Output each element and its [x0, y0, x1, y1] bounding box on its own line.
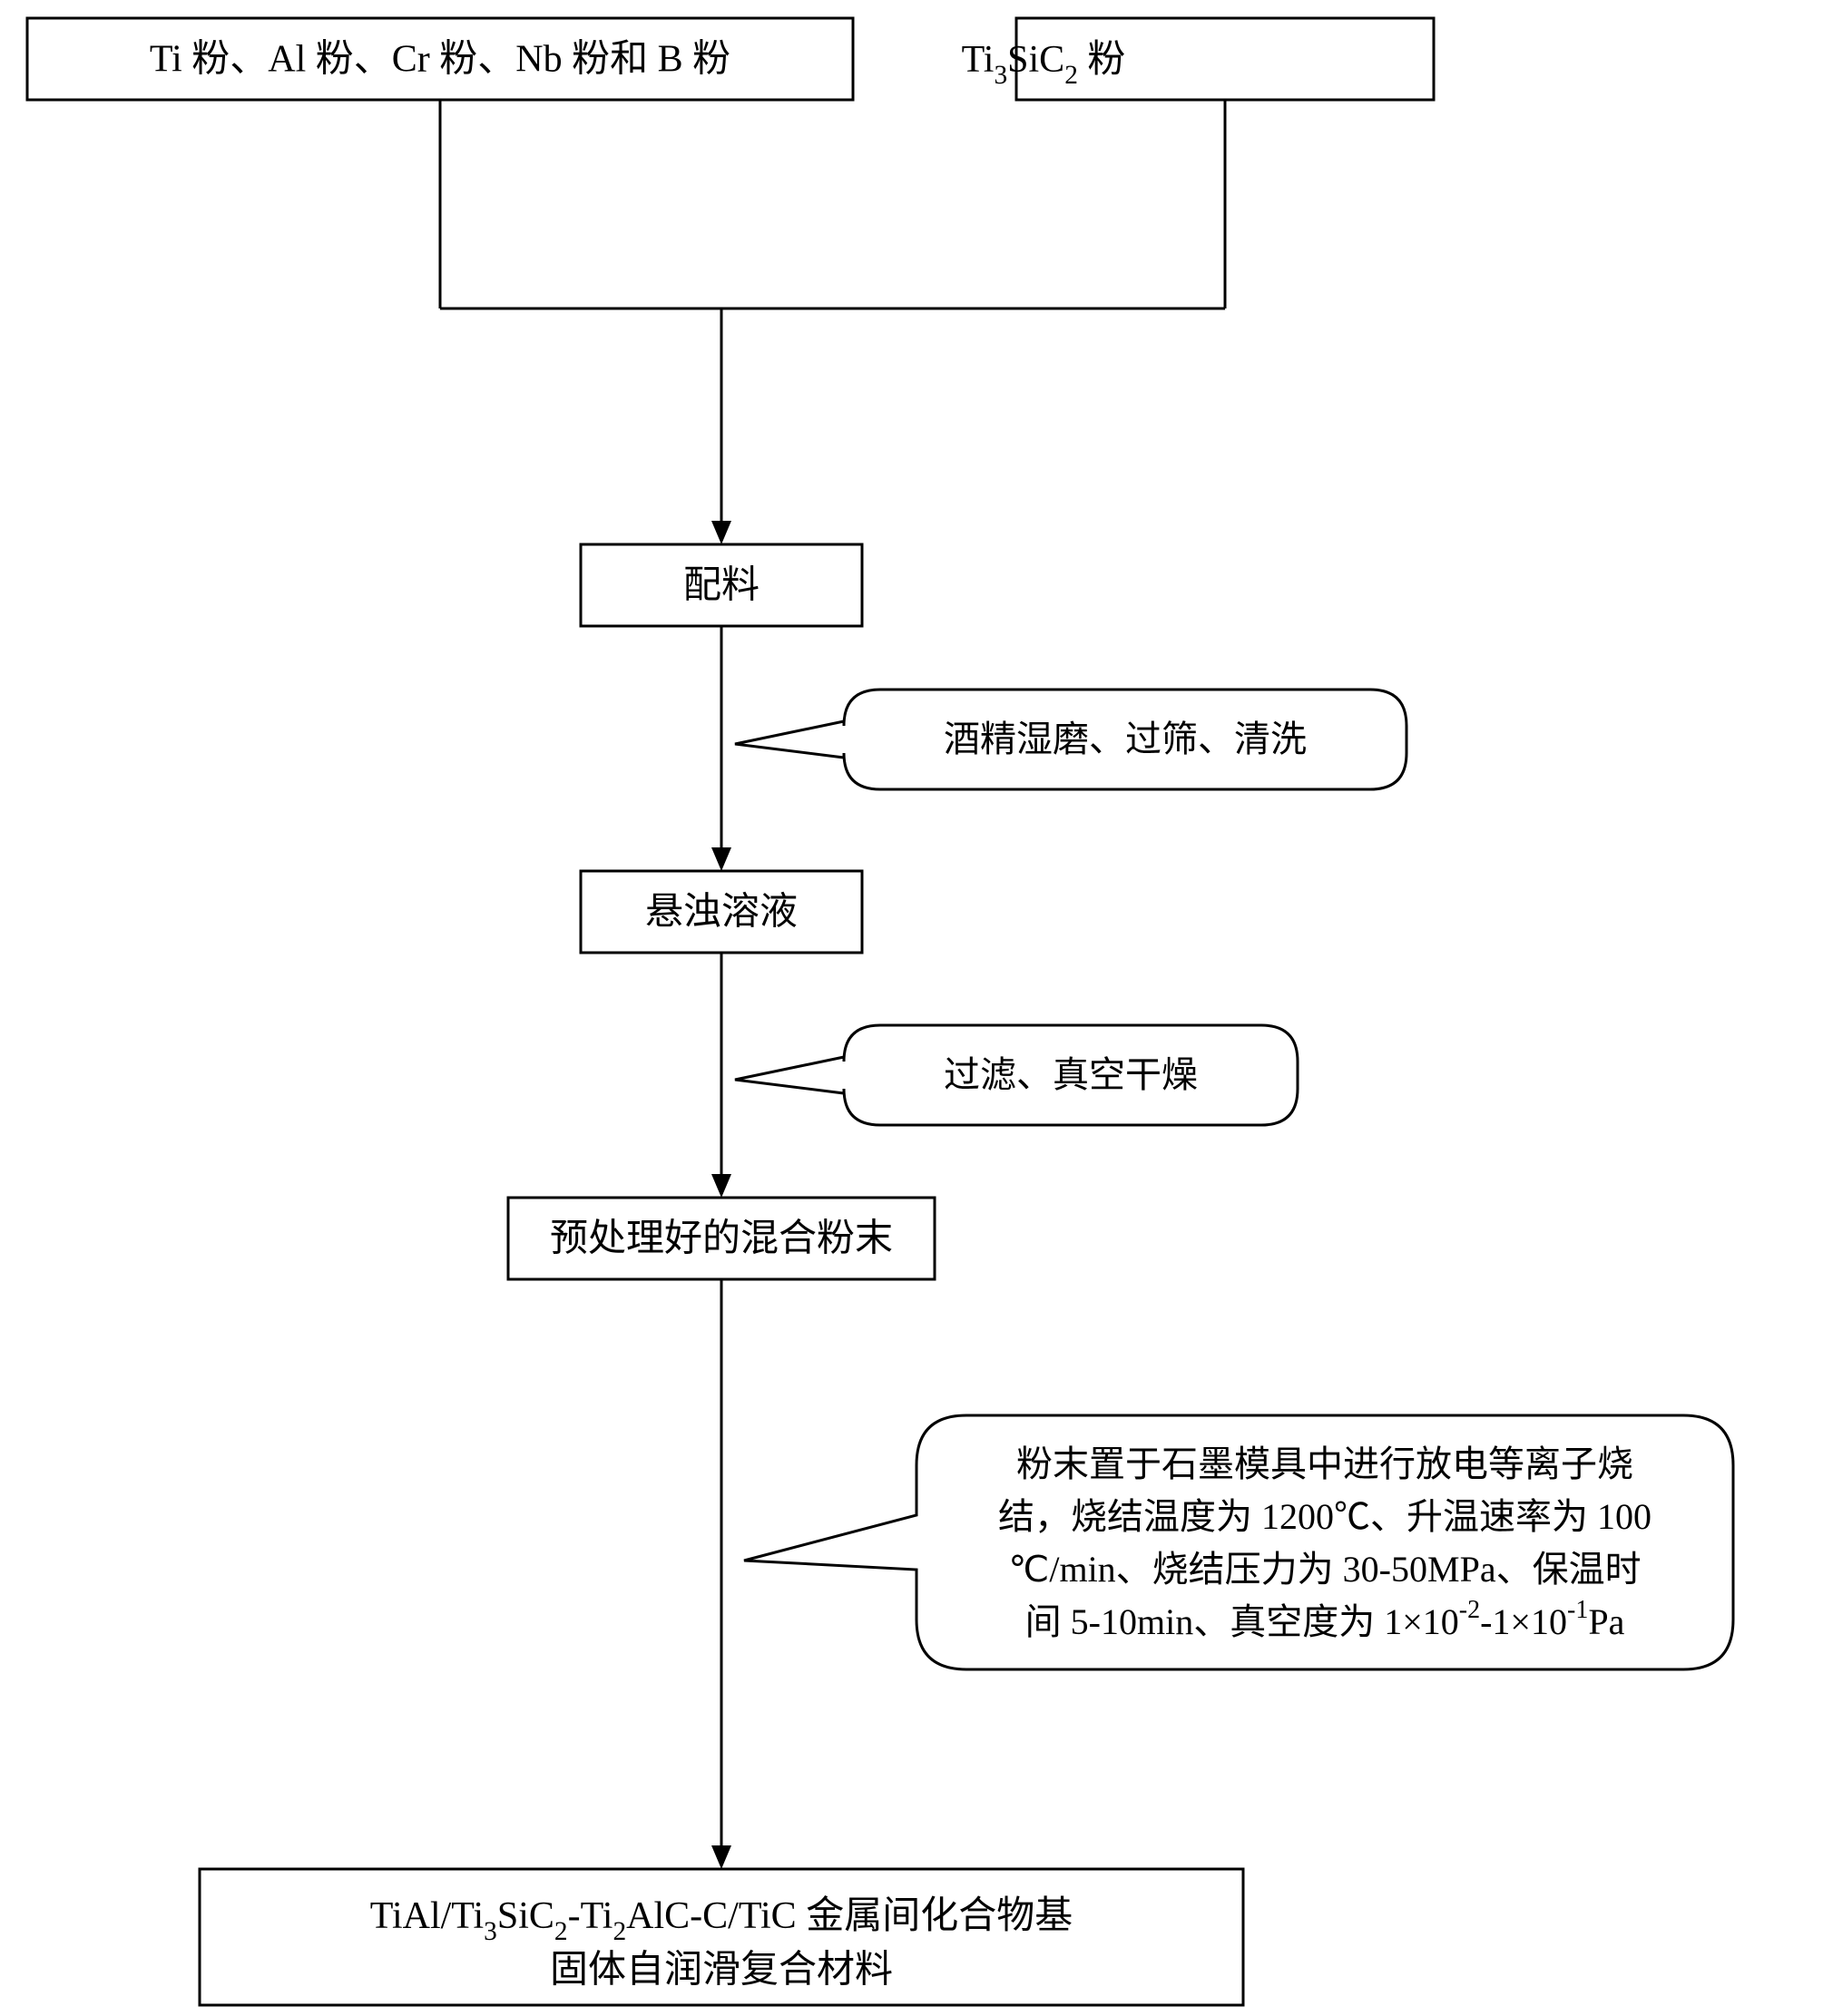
- arrow-to-batch-arrowhead: [711, 521, 731, 544]
- text-final-line1: TiAl/Ti3SiC2-Ti2AlC-C/TiC 金属间化合物基: [370, 1894, 1073, 1946]
- text-callout-filter-dry: 过滤、真空干燥: [944, 1054, 1198, 1095]
- text-suspension: 悬浊溶液: [645, 891, 798, 934]
- text-callout-sps-l3: ℃/min、烧结压力为 30-50MPa、保温时: [1008, 1549, 1641, 1590]
- text-batch: 配料: [683, 565, 760, 607]
- text-callout-wet-mill: 酒精湿磨、过筛、清洗: [944, 719, 1307, 759]
- text-preprocessed-powder: 预处理好的混合粉末: [550, 1218, 893, 1260]
- text-callout-sps-l4: 间 5-10min、真空度为 1×10-2-1×10-1Pa: [1025, 1596, 1625, 1642]
- text-input-powders: Ti 粉、Al 粉、Cr 粉、Nb 粉和 B 粉: [150, 39, 730, 81]
- text-ti3sic2-powder: Ti3SiC2 粉: [962, 39, 1126, 90]
- arrow-to-final-arrowhead: [711, 1845, 731, 1869]
- arrow-to-preproc-arrowhead: [711, 1174, 731, 1198]
- text-callout-sps-l2: 结，烧结温度为 1200℃、升温速率为 100: [998, 1496, 1651, 1537]
- text-callout-sps-l1: 粉末置于石墨模具中进行放电等离子烧: [1016, 1443, 1633, 1484]
- text-final-line2: 固体自润滑复合材料: [550, 1950, 893, 1992]
- arrow-to-suspension-arrowhead: [711, 847, 731, 871]
